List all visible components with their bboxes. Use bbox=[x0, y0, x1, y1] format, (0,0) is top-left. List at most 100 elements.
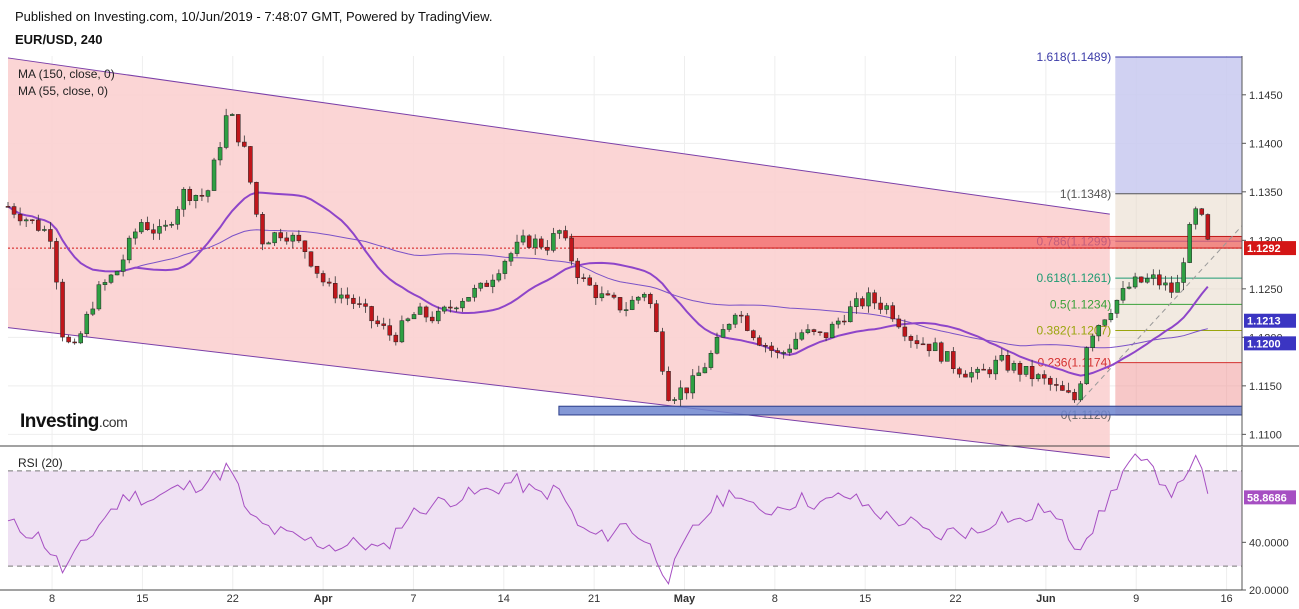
candle-body bbox=[223, 115, 229, 148]
candle-body bbox=[635, 296, 641, 301]
candle-body bbox=[805, 329, 811, 333]
resistance-zone bbox=[569, 235, 1243, 249]
candle-body bbox=[1126, 286, 1132, 289]
candle-body bbox=[290, 234, 296, 242]
candle-body bbox=[442, 306, 447, 312]
candle-body bbox=[1023, 366, 1029, 375]
candle-body bbox=[114, 271, 120, 276]
candle-body bbox=[502, 260, 508, 274]
fib-label: 0.5(1.1234) bbox=[1050, 297, 1111, 311]
candle-body bbox=[896, 318, 902, 328]
candle-body bbox=[787, 348, 792, 353]
candle-body bbox=[417, 306, 423, 315]
candle-body bbox=[738, 314, 744, 317]
candle-body bbox=[611, 294, 617, 298]
candle-body bbox=[151, 229, 156, 234]
candle-body bbox=[587, 277, 592, 286]
candle-body bbox=[799, 332, 805, 340]
candle-body bbox=[363, 303, 368, 307]
rsi-tick-label: 20.0000 bbox=[1249, 585, 1289, 597]
candle-body bbox=[878, 302, 883, 310]
candle-body bbox=[72, 341, 77, 344]
candle-body bbox=[781, 352, 786, 354]
candle-body bbox=[229, 114, 235, 116]
candle-body bbox=[248, 146, 253, 183]
candle-body bbox=[605, 293, 611, 296]
price-badge-label: 1.1200 bbox=[1247, 338, 1281, 350]
candle-body bbox=[139, 222, 144, 233]
candle-body bbox=[466, 297, 471, 302]
price-tick-label: 1.1350 bbox=[1249, 187, 1283, 199]
candle-body bbox=[1078, 383, 1083, 401]
price-badge bbox=[1244, 241, 1296, 256]
candle-body bbox=[993, 359, 999, 375]
candle-body bbox=[720, 329, 726, 338]
candle-body bbox=[702, 367, 708, 374]
candle-body bbox=[381, 323, 386, 326]
candle-body bbox=[793, 338, 799, 350]
candle-body bbox=[999, 355, 1005, 361]
candle-body bbox=[1108, 313, 1114, 321]
price-badge bbox=[1244, 313, 1296, 328]
rsi-value-label: 58.8686 bbox=[1247, 492, 1287, 504]
price-axis: 1.11001.11501.12001.12501.13001.13501.14… bbox=[1242, 90, 1283, 441]
x-tick-label: 15 bbox=[859, 593, 871, 605]
candle-body bbox=[90, 308, 96, 315]
candle-body bbox=[199, 195, 205, 197]
candle-body bbox=[829, 323, 835, 338]
candle-body bbox=[211, 159, 217, 191]
candle-body bbox=[375, 320, 380, 325]
candle-body bbox=[508, 253, 514, 262]
candle-body bbox=[284, 237, 290, 242]
candle-body bbox=[5, 206, 11, 208]
candle-body bbox=[1193, 208, 1198, 225]
candle-body bbox=[848, 306, 853, 323]
candle-body bbox=[1169, 282, 1174, 293]
candle-body bbox=[1072, 392, 1077, 401]
candle-body bbox=[1102, 319, 1108, 326]
candle-body bbox=[1005, 355, 1011, 371]
ma150-line bbox=[7, 206, 1208, 349]
candle-body bbox=[1041, 374, 1047, 379]
candle-body bbox=[108, 274, 114, 283]
rsi-band bbox=[8, 470, 1242, 567]
candle-body bbox=[811, 329, 817, 332]
candle-body bbox=[1199, 208, 1205, 215]
symbol-title: EUR/USD, 240 bbox=[15, 32, 103, 47]
price-badge-label: 1.1213 bbox=[1247, 316, 1281, 328]
candle-body bbox=[938, 342, 944, 362]
candle-body bbox=[1138, 276, 1144, 283]
candle-body bbox=[520, 235, 526, 243]
support-zone bbox=[558, 405, 1243, 416]
rsi-value-badge bbox=[1244, 490, 1296, 505]
fib-label: 1.618(1.1489) bbox=[1037, 50, 1112, 64]
candle-body bbox=[11, 206, 17, 215]
candle-body bbox=[96, 284, 102, 310]
x-tick-label: May bbox=[674, 593, 696, 605]
candle-body bbox=[660, 331, 665, 372]
candle-body bbox=[163, 224, 168, 227]
candle-body bbox=[708, 353, 714, 368]
candle-body bbox=[951, 351, 956, 370]
price-badge bbox=[1244, 336, 1296, 351]
candle-body bbox=[696, 372, 702, 376]
candle-body bbox=[1029, 366, 1035, 380]
candle-body bbox=[648, 293, 653, 305]
candle-body bbox=[629, 299, 635, 310]
candle-body bbox=[23, 219, 29, 222]
candle-body bbox=[987, 369, 992, 375]
candle-body bbox=[1066, 390, 1071, 393]
candle-body bbox=[1011, 363, 1017, 371]
candle-body bbox=[302, 240, 308, 252]
price-tick-label: 1.1450 bbox=[1249, 90, 1283, 102]
candle-body bbox=[369, 306, 374, 322]
candle-body bbox=[84, 313, 90, 334]
candle-body bbox=[957, 368, 962, 375]
candle-body bbox=[1096, 325, 1102, 337]
candle-body bbox=[345, 294, 350, 299]
candle-body bbox=[654, 303, 659, 332]
candle-body bbox=[1132, 276, 1138, 288]
fib-label: 0.236(1.1174) bbox=[1037, 356, 1111, 370]
candle-body bbox=[672, 399, 677, 401]
